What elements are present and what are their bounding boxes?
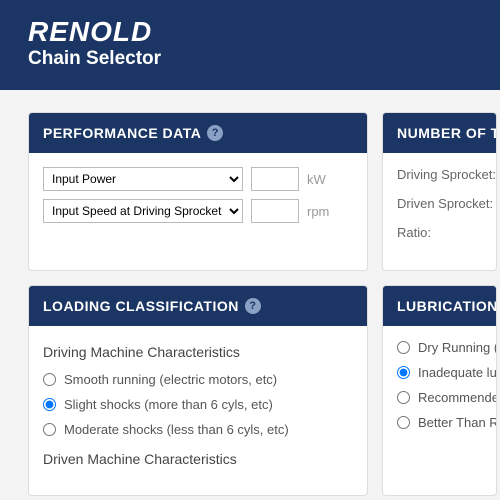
panel-body-performance: Input Power kW Input Speed at Driving Sp… xyxy=(29,153,367,247)
app-subtitle: Chain Selector xyxy=(28,48,472,70)
input-power-row: Input Power kW xyxy=(43,167,353,191)
ratio-label: Ratio: xyxy=(397,225,482,240)
radio-label: Better Than Recommended xyxy=(418,415,497,430)
driving-sprocket-label: Driving Sprocket: xyxy=(397,167,482,182)
radio-label: Moderate shocks (less than 6 cyls, etc) xyxy=(64,422,289,437)
driving-characteristics-title: Driving Machine Characteristics xyxy=(43,344,353,360)
radio-label: Recommended xyxy=(418,390,497,405)
panel-body-loading: Driving Machine Characteristics Smooth r… xyxy=(29,326,367,495)
radio-recommended[interactable]: Recommended xyxy=(397,390,482,405)
radio-input[interactable] xyxy=(43,398,56,411)
panel-body-teeth: Driving Sprocket: Driven Sprocket: Ratio… xyxy=(383,153,496,270)
content-area: PERFORMANCE DATA ? Input Power kW Input … xyxy=(0,90,500,496)
panel-loading: LOADING CLASSIFICATION ? Driving Machine… xyxy=(28,285,368,496)
radio-better[interactable]: Better Than Recommended xyxy=(397,415,482,430)
help-icon[interactable]: ? xyxy=(245,298,261,314)
panel-teeth: NUMBER OF TEETH Driving Sprocket: Driven… xyxy=(382,112,497,271)
panel-performance: PERFORMANCE DATA ? Input Power kW Input … xyxy=(28,112,368,271)
radio-input[interactable] xyxy=(397,366,410,379)
panel-body-lubrication: Dry Running (no lubrication) Inadequate … xyxy=(383,326,496,456)
unit-label: rpm xyxy=(307,204,329,219)
radio-slight-shocks[interactable]: Slight shocks (more than 6 cyls, etc) xyxy=(43,397,353,412)
radio-input[interactable] xyxy=(397,341,410,354)
help-icon[interactable]: ? xyxy=(207,125,223,141)
input-power-value[interactable] xyxy=(251,167,299,191)
radio-label: Slight shocks (more than 6 cyls, etc) xyxy=(64,397,273,412)
panel-title: LOADING CLASSIFICATION xyxy=(43,298,239,314)
panel-title: LUBRICATION xyxy=(397,298,497,314)
panel-title: PERFORMANCE DATA xyxy=(43,125,201,141)
input-speed-select[interactable]: Input Speed at Driving Sprocket xyxy=(43,199,243,223)
driven-characteristics-title: Driven Machine Characteristics xyxy=(43,451,353,467)
brand-logo: RENOLD xyxy=(28,18,472,46)
input-speed-row: Input Speed at Driving Sprocket rpm xyxy=(43,199,353,223)
panel-header-lubrication: LUBRICATION xyxy=(383,286,496,326)
driven-sprocket-label: Driven Sprocket: xyxy=(397,196,482,211)
radio-label: Inadequate lubrication xyxy=(418,365,497,380)
radio-input[interactable] xyxy=(43,373,56,386)
radio-input[interactable] xyxy=(397,391,410,404)
input-speed-value[interactable] xyxy=(251,199,299,223)
radio-input[interactable] xyxy=(397,416,410,429)
radio-moderate-shocks[interactable]: Moderate shocks (less than 6 cyls, etc) xyxy=(43,422,353,437)
radio-label: Dry Running (no lubrication) xyxy=(418,340,497,355)
radio-smooth-running[interactable]: Smooth running (electric motors, etc) xyxy=(43,372,353,387)
panel-title: NUMBER OF TEETH xyxy=(397,125,497,141)
unit-label: kW xyxy=(307,172,326,187)
input-power-select[interactable]: Input Power xyxy=(43,167,243,191)
radio-input[interactable] xyxy=(43,423,56,436)
app-header: RENOLD Chain Selector xyxy=(0,0,500,90)
radio-inadequate[interactable]: Inadequate lubrication xyxy=(397,365,482,380)
radio-label: Smooth running (electric motors, etc) xyxy=(64,372,277,387)
panel-lubrication: LUBRICATION Dry Running (no lubrication)… xyxy=(382,285,497,496)
panel-header-performance: PERFORMANCE DATA ? xyxy=(29,113,367,153)
panel-header-teeth: NUMBER OF TEETH xyxy=(383,113,496,153)
radio-dry-running[interactable]: Dry Running (no lubrication) xyxy=(397,340,482,355)
panel-header-loading: LOADING CLASSIFICATION ? xyxy=(29,286,367,326)
